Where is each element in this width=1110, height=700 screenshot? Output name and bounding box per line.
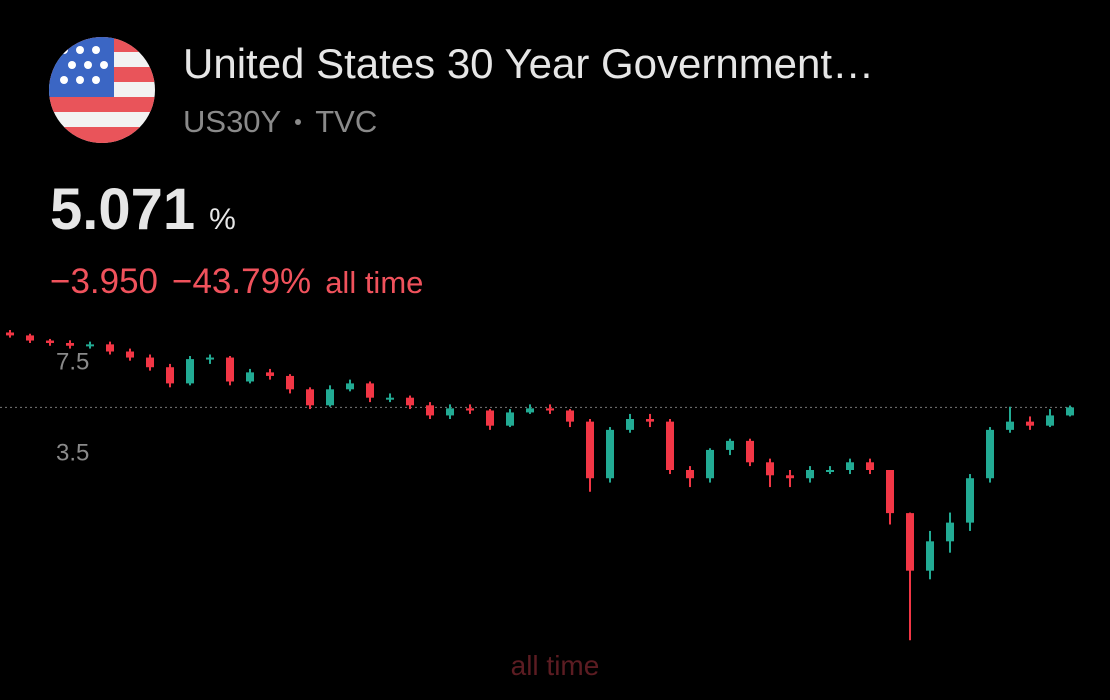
candle-body: [506, 412, 514, 426]
candle-body: [386, 397, 394, 400]
candle-body: [526, 408, 534, 413]
candle-body: [146, 357, 154, 368]
range-label: all time: [511, 650, 600, 681]
candle-body: [486, 410, 494, 426]
candle-body: [766, 462, 774, 476]
plot-area: 7.5 3.5 all time: [0, 330, 1075, 681]
candle-body: [166, 367, 174, 384]
candle-body: [866, 462, 874, 470]
candle-body: [446, 408, 454, 416]
candle-body: [326, 389, 334, 406]
change: −3.950: [50, 262, 159, 301]
change-percent: −43.79%: [172, 262, 312, 301]
candle-body: [846, 462, 854, 470]
candle-body: [626, 419, 634, 430]
candle-body: [366, 383, 374, 398]
candle-body: [1066, 407, 1074, 416]
change-row: −3.950 −43.79% all time: [50, 262, 423, 302]
title: United States 30 Year Government…: [183, 40, 875, 87]
candle-body: [86, 344, 94, 347]
price: 5.071: [50, 177, 196, 242]
y-tick-label: 7.5: [56, 349, 89, 376]
candle-body: [186, 359, 194, 384]
candle-body: [406, 397, 414, 406]
candle-body: [206, 357, 214, 360]
candle-body: [66, 342, 74, 346]
y-tick-label: 3.5: [56, 440, 89, 467]
exchange: TVC: [315, 104, 378, 139]
candle-body: [826, 469, 834, 472]
candle-body: [946, 522, 954, 542]
candle-body: [1026, 421, 1034, 426]
candle-body: [666, 421, 674, 470]
candle-body: [586, 421, 594, 479]
candle-body: [246, 372, 254, 382]
instrument-subtitle: US30Y TVC: [183, 104, 377, 140]
period: all time: [325, 265, 424, 300]
candle-body: [806, 469, 814, 479]
candle-body: [646, 419, 654, 422]
separator-dot: [295, 119, 302, 125]
candle-body: [986, 429, 994, 479]
candle-body: [906, 513, 914, 571]
candle-body: [466, 408, 474, 411]
symbol: US30Y: [183, 104, 282, 139]
candle-body: [6, 332, 14, 336]
candle-body: [226, 357, 234, 382]
candle-body: [346, 383, 354, 390]
price-row: 5.071 %: [50, 176, 236, 243]
candle-body: [726, 440, 734, 450]
candle-body: [566, 410, 574, 422]
candle-body: [966, 478, 974, 523]
candle-body: [786, 475, 794, 479]
candle-body: [606, 429, 614, 479]
candle-body: [686, 469, 694, 479]
flag-icon: [49, 37, 155, 143]
candle-body: [306, 389, 314, 406]
candle-body: [286, 375, 294, 390]
instrument-title: United States 30 Year Government…: [183, 40, 874, 88]
candle-body: [926, 541, 934, 571]
candle-body: [886, 469, 894, 514]
candle-body: [746, 440, 754, 463]
candle-body: [126, 351, 134, 358]
candle-body: [26, 335, 34, 341]
candle-body: [1006, 421, 1014, 430]
candle-body: [546, 408, 554, 411]
unit: %: [209, 203, 236, 236]
candle-body: [106, 344, 114, 352]
candle-body: [266, 372, 274, 376]
candle-body: [46, 340, 54, 343]
candle-body: [706, 449, 714, 479]
candle-body: [426, 405, 434, 416]
candle-body: [1046, 415, 1054, 426]
